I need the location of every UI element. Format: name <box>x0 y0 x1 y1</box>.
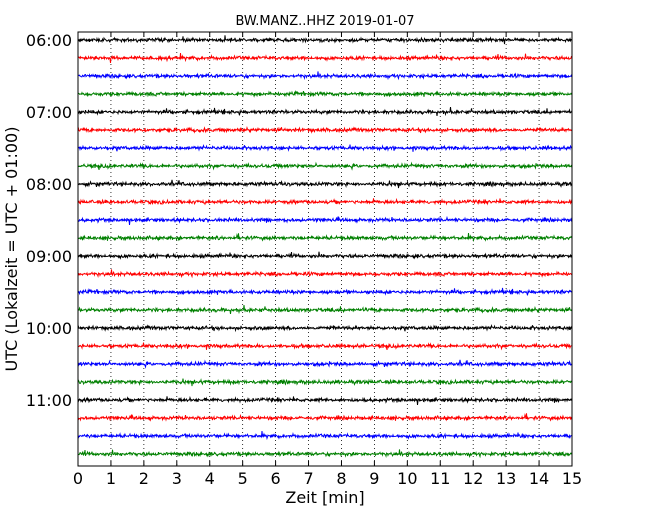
y-tick-label: 10:00 <box>26 319 72 338</box>
y-tick-label: 07:00 <box>26 103 72 122</box>
y-tick-label: 09:00 <box>26 247 72 266</box>
x-tick-label: 4 <box>205 469 215 488</box>
trace-1145 <box>77 449 573 459</box>
x-axis-label: Zeit [min] <box>285 488 364 507</box>
x-tick-label: 5 <box>238 469 248 488</box>
x-tick-label: 13 <box>496 469 516 488</box>
trace-1045 <box>77 378 573 387</box>
trace-0900 <box>77 251 573 260</box>
x-tick-label: 11 <box>430 469 450 488</box>
y-tick-label: 08:00 <box>26 175 72 194</box>
trace-0930 <box>77 287 573 296</box>
trace-0700 <box>77 106 573 117</box>
trace-0815 <box>77 197 573 206</box>
trace-0800 <box>77 179 573 189</box>
seismic-traces <box>77 35 573 459</box>
trace-0730 <box>77 143 573 152</box>
trace-1015 <box>77 342 573 351</box>
x-tick-label: 15 <box>562 469 582 488</box>
x-tick-label: 9 <box>369 469 379 488</box>
trace-0600 <box>77 35 573 45</box>
y-tick-label: 06:00 <box>26 31 72 50</box>
trace-0845 <box>77 232 573 243</box>
trace-0945 <box>77 304 573 315</box>
x-axis-ticks: 0 1 2 3 4 5 6 7 8 9 10 11 12 13 14 15 <box>73 32 582 488</box>
x-tick-label: 2 <box>139 469 149 488</box>
trace-1130 <box>77 430 573 441</box>
trace-0645 <box>77 89 573 98</box>
trace-0715 <box>77 126 573 135</box>
x-tick-label: 10 <box>397 469 417 488</box>
x-tick-label: 3 <box>172 469 182 488</box>
y-axis-label: UTC (Lokalzeit = UTC + 01:00) <box>2 127 21 372</box>
y-axis-ticks: 06:00 07:00 08:00 09:00 10:00 11:00 <box>26 31 572 410</box>
plot-frame <box>77 31 573 467</box>
x-tick-label: 0 <box>73 469 83 488</box>
trace-1100 <box>77 395 573 406</box>
x-tick-label: 14 <box>529 469 549 488</box>
trace-1030 <box>77 359 573 369</box>
trace-0915 <box>77 269 573 279</box>
trace-0630 <box>77 71 573 81</box>
x-tick-label: 12 <box>463 469 483 488</box>
trace-0615 <box>77 52 573 64</box>
x-tick-label: 1 <box>106 469 116 488</box>
chart-title: BW.MANZ..HHZ 2019-01-07 <box>235 14 414 29</box>
trace-0745 <box>77 161 573 171</box>
y-tick-label: 11:00 <box>26 391 72 410</box>
x-tick-label: 6 <box>271 469 281 488</box>
x-tick-label: 7 <box>303 469 313 488</box>
x-gridlines <box>110 32 540 466</box>
trace-1115 <box>77 413 573 422</box>
trace-1000 <box>77 323 573 333</box>
trace-0830 <box>77 215 573 226</box>
x-tick-label: 8 <box>336 469 346 488</box>
